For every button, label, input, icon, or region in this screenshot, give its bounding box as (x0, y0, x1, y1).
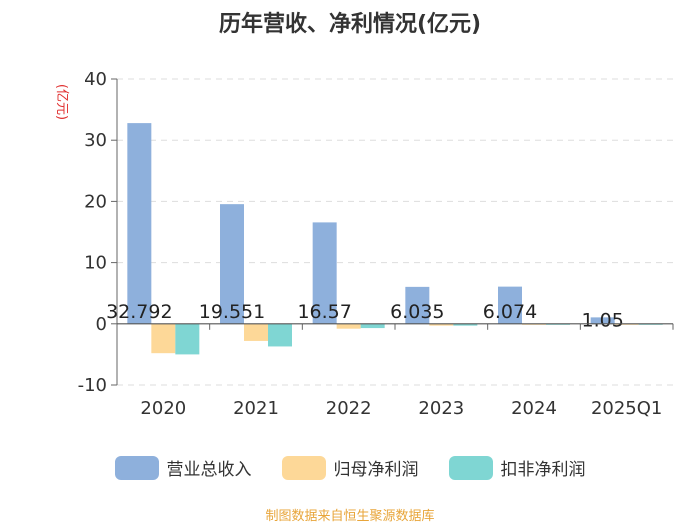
x-tick-label: 2021 (233, 398, 279, 419)
legend-swatch (281, 455, 326, 480)
data-label: 6.035 (390, 301, 444, 323)
legend-label: 营业总收入 (166, 460, 252, 480)
bar-扣非净利润-2022 (360, 323, 385, 329)
y-tick-label: 30 (84, 130, 107, 151)
x-tick-label: 2020 (140, 398, 186, 419)
y-tick-label: -10 (78, 375, 107, 396)
x-tick-label: 2023 (418, 398, 464, 419)
bar-扣非净利润-2020 (175, 323, 200, 355)
bar-chart: -10 0 10 20 30 40 (亿元) 2020 32.792 2021 19.551 2022… (54, 69, 674, 419)
x-tick-label: 2022 (326, 398, 372, 419)
y-tick-label: 20 (84, 191, 107, 212)
data-label: 16.57 (297, 301, 351, 323)
bar-营业总收入-2021 (220, 204, 244, 324)
legend-item[interactable]: 归母净利润 (281, 455, 419, 480)
legend-item[interactable]: 扣非净利润 (448, 455, 586, 480)
bar-扣非净利润-2023 (453, 323, 478, 326)
legend-swatch (448, 455, 493, 480)
y-axis-label: (亿元) (54, 84, 69, 120)
legend: 营业总收入 归母净利润 扣非净利润 (0, 455, 700, 480)
data-label: 32.792 (106, 301, 172, 323)
bar-营业总收入-2024 (498, 286, 522, 324)
chart-title: 历年营收、净利情况(亿元) (218, 12, 482, 37)
y-tick-label: 0 (96, 314, 107, 335)
y-tick-label: 10 (84, 253, 107, 274)
bar-归母净利润-2020 (151, 323, 176, 354)
legend-label: 扣非净利润 (500, 460, 586, 480)
source-note: 制图数据来自恒生聚源数据库 (265, 509, 435, 524)
legend-label: 归母净利润 (333, 460, 419, 480)
bar-营业总收入-2025Q1 (590, 317, 615, 324)
bar-营业总收入-2023 (405, 286, 430, 324)
data-label: 1.05 (582, 310, 624, 332)
bar-归母净利润-2021 (244, 323, 268, 341)
y-tick-label: 40 (84, 69, 107, 90)
bar-归母净利润-2022 (336, 323, 361, 329)
data-label: 6.074 (483, 301, 537, 323)
legend-swatch (114, 455, 159, 480)
bar-营业总收入-2022 (312, 222, 337, 324)
x-tick-label: 2024 (511, 398, 557, 419)
bar-扣非净利润-2021 (268, 323, 292, 347)
bar-营业总收入-2020 (127, 123, 152, 324)
x-tick-label: 2025Q1 (591, 398, 662, 419)
bar-归母净利润-2023 (429, 323, 454, 326)
legend-item[interactable]: 营业总收入 (114, 455, 252, 480)
data-label: 19.551 (199, 301, 265, 323)
